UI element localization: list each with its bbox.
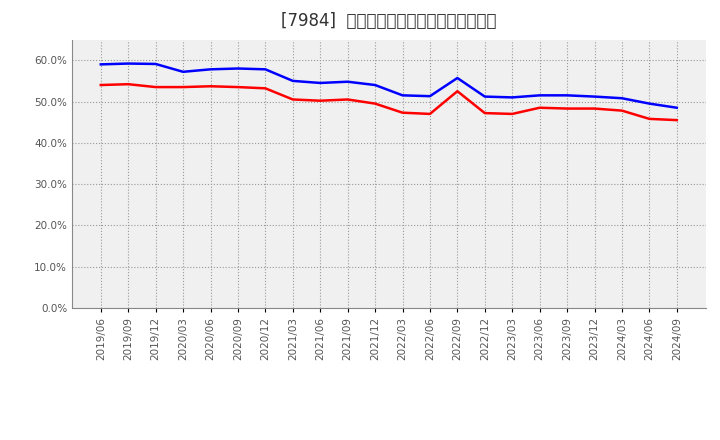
固定長期適合率 (508, 111, 516, 117)
固定比率 (508, 95, 516, 100)
固定長期適合率 (151, 84, 160, 90)
固定長期適合率 (453, 88, 462, 94)
固定長期適合率 (124, 81, 132, 87)
固定比率 (151, 61, 160, 66)
固定比率 (371, 82, 379, 88)
固定比率 (398, 93, 407, 98)
固定長期適合率 (618, 108, 626, 113)
固定比率 (618, 95, 626, 101)
固定長期適合率 (96, 82, 105, 88)
固定長期適合率 (371, 101, 379, 106)
固定比率 (426, 94, 434, 99)
固定長期適合率 (289, 97, 297, 102)
固定比率 (590, 94, 599, 99)
固定比率 (316, 81, 325, 86)
Title: [7984]  固定比率、固定長期適合率の推移: [7984] 固定比率、固定長期適合率の推移 (281, 12, 497, 30)
固定長期適合率 (206, 84, 215, 89)
固定比率 (453, 75, 462, 81)
固定比率 (480, 94, 489, 99)
固定長期適合率 (426, 111, 434, 117)
固定比率 (343, 79, 352, 84)
固定長期適合率 (398, 110, 407, 115)
固定比率 (289, 78, 297, 84)
固定比率 (645, 101, 654, 106)
固定長期適合率 (590, 106, 599, 111)
固定比率 (96, 62, 105, 67)
固定長期適合率 (233, 84, 242, 90)
固定比率 (233, 66, 242, 71)
固定長期適合率 (672, 117, 681, 123)
固定長期適合率 (316, 98, 325, 103)
固定長期適合率 (536, 105, 544, 110)
Line: 固定比率: 固定比率 (101, 63, 677, 108)
固定長期適合率 (261, 86, 270, 91)
固定比率 (206, 67, 215, 72)
固定比率 (179, 69, 187, 74)
固定比率 (536, 93, 544, 98)
固定比率 (672, 105, 681, 110)
固定長期適合率 (563, 106, 572, 111)
固定長期適合率 (179, 84, 187, 90)
固定比率 (261, 67, 270, 72)
固定長期適合率 (480, 110, 489, 116)
固定比率 (124, 61, 132, 66)
固定長期適合率 (645, 116, 654, 121)
固定比率 (563, 93, 572, 98)
固定長期適合率 (343, 97, 352, 102)
Line: 固定長期適合率: 固定長期適合率 (101, 84, 677, 120)
